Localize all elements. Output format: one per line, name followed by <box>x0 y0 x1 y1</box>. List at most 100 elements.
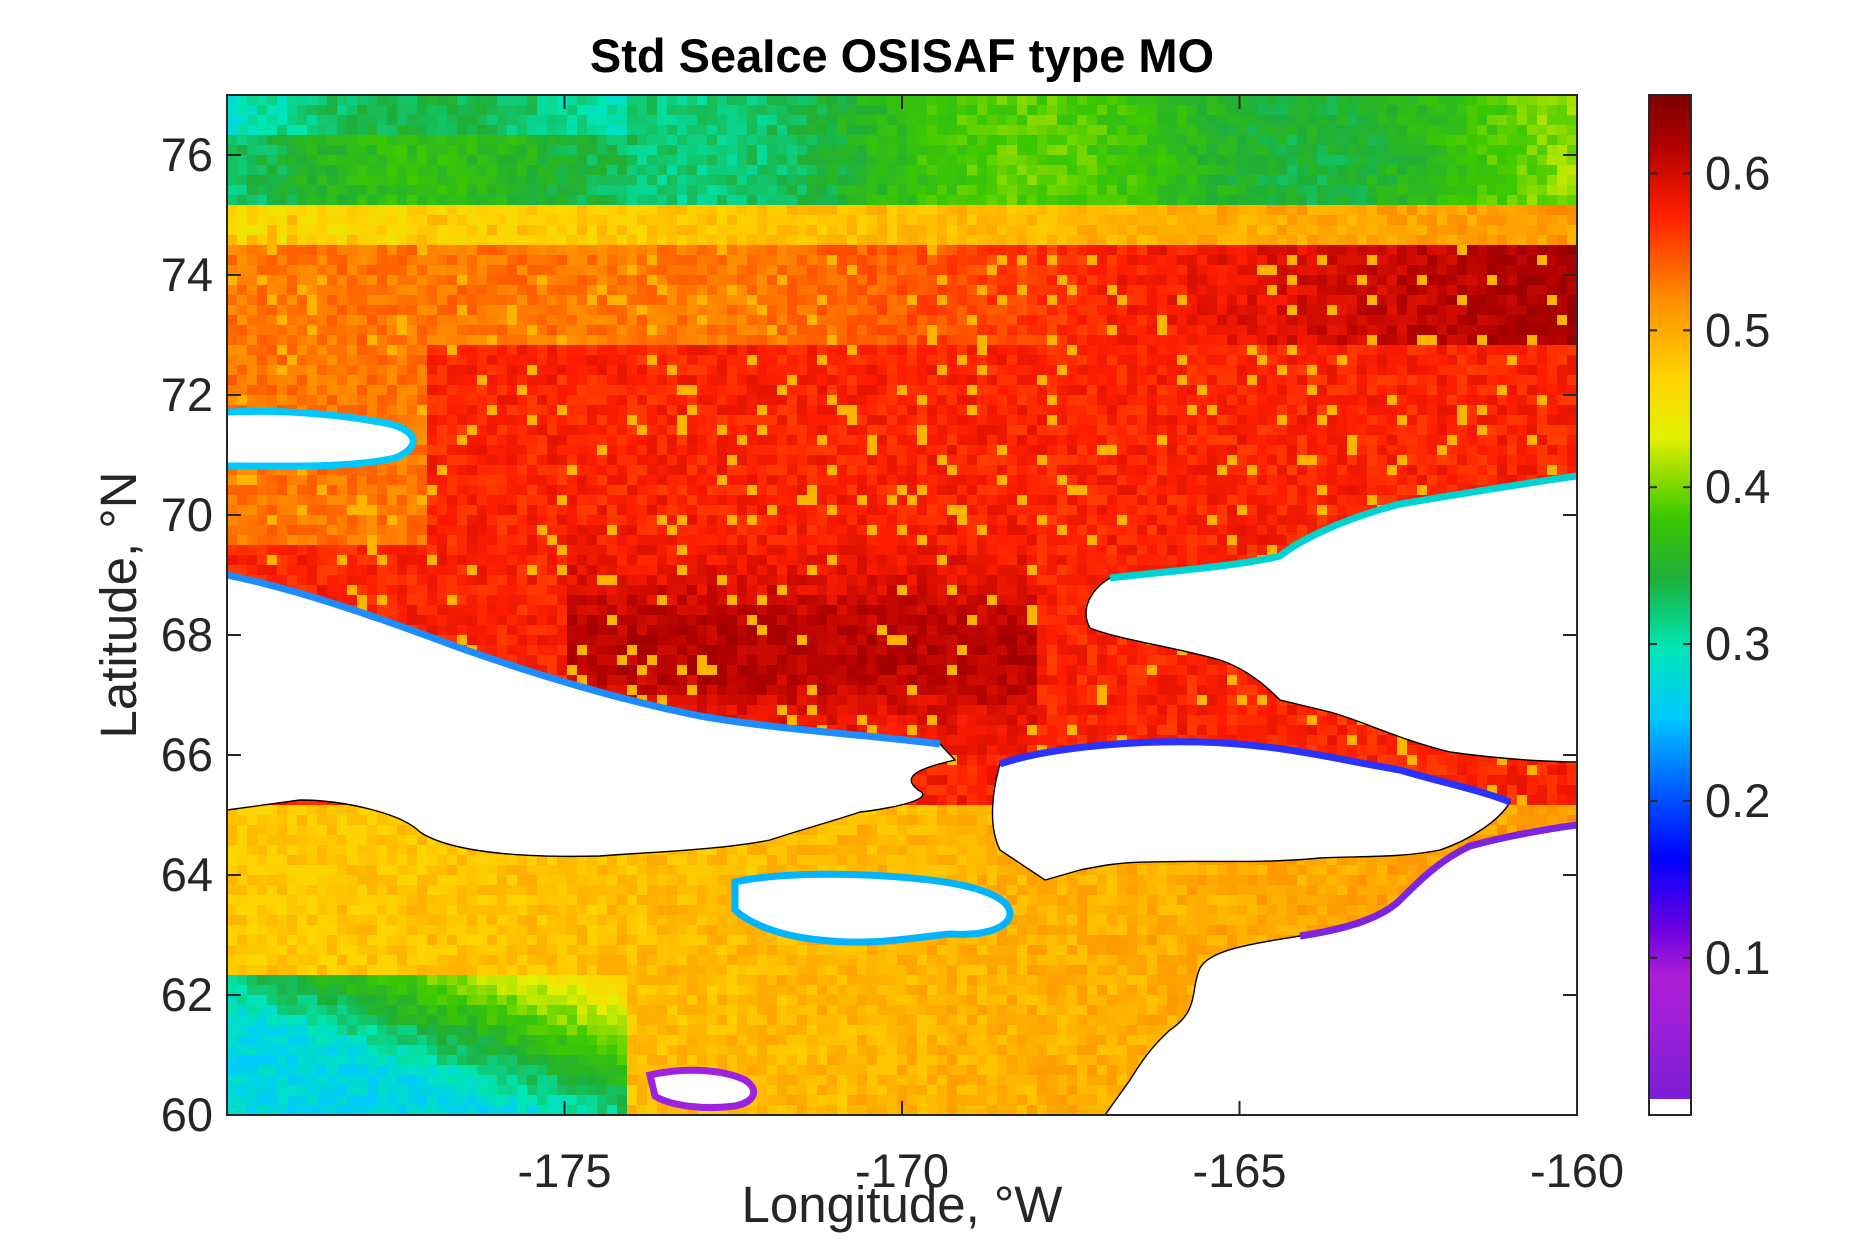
heatmap-cell <box>1357 235 1368 246</box>
heatmap-cell <box>1337 275 1348 286</box>
heatmap-cell <box>1257 375 1268 386</box>
heatmap-cell <box>907 335 918 346</box>
heatmap-cell <box>477 415 488 426</box>
heatmap-cell <box>1187 235 1198 246</box>
heatmap-cell <box>907 365 918 376</box>
heatmap-cell <box>377 385 388 396</box>
heatmap-cell <box>1417 455 1428 466</box>
heatmap-cell <box>1047 245 1058 256</box>
heatmap-cell <box>747 115 758 126</box>
heatmap-cell <box>1317 435 1328 446</box>
heatmap-cell <box>697 145 708 156</box>
heatmap-cell <box>1537 355 1548 366</box>
heatmap-cell <box>1397 255 1408 266</box>
heatmap-cell <box>1197 135 1208 146</box>
heatmap-cell <box>1177 195 1188 206</box>
heatmap-cell <box>1297 335 1308 346</box>
heatmap-cell <box>597 355 608 366</box>
heatmap-cell <box>1227 205 1238 216</box>
heatmap-cell <box>567 395 578 406</box>
heatmap-cell <box>607 395 618 406</box>
heatmap-cell <box>1327 245 1338 256</box>
heatmap-cell <box>967 355 978 366</box>
heatmap-cell <box>1177 355 1188 366</box>
heatmap-cell <box>1187 225 1198 236</box>
heatmap-cell <box>1437 375 1448 386</box>
heatmap-cell <box>277 165 288 176</box>
heatmap-cell <box>257 345 268 356</box>
heatmap-cell <box>1437 435 1448 446</box>
heatmap-cell <box>407 185 418 196</box>
heatmap-cell <box>1537 265 1548 276</box>
heatmap-cell <box>1437 325 1448 336</box>
heatmap-cell <box>977 295 988 306</box>
heatmap-cell <box>907 105 918 116</box>
heatmap-cell <box>837 125 848 136</box>
heatmap-cell <box>1087 245 1098 256</box>
heatmap-cell <box>867 445 878 456</box>
heatmap-cell <box>1487 275 1498 286</box>
heatmap-cell <box>1477 395 1488 406</box>
heatmap-cell <box>1547 455 1558 466</box>
heatmap-cell <box>567 125 578 136</box>
heatmap-cell <box>1117 195 1128 206</box>
heatmap-cell <box>1307 345 1318 356</box>
heatmap-cell <box>1407 175 1418 186</box>
heatmap-cell <box>437 225 448 236</box>
heatmap-cell <box>1257 315 1268 326</box>
heatmap-cell <box>727 305 738 316</box>
heatmap-cell <box>1177 205 1188 216</box>
heatmap-cell <box>817 315 828 326</box>
heatmap-cell <box>397 105 408 116</box>
heatmap-cell <box>1507 265 1518 276</box>
heatmap-cell <box>547 245 558 256</box>
heatmap-cell <box>277 105 288 116</box>
heatmap-cell <box>1437 455 1448 466</box>
heatmap-cell <box>1487 185 1498 196</box>
heatmap-cell <box>1157 165 1168 176</box>
heatmap-cell <box>707 285 718 296</box>
heatmap-cell <box>1447 185 1458 196</box>
heatmap-cell <box>417 345 428 356</box>
heatmap-cell <box>377 235 388 246</box>
heatmap-cell <box>1367 115 1378 126</box>
heatmap-cell <box>527 425 538 436</box>
heatmap-cell <box>1487 355 1498 366</box>
heatmap-cell <box>297 245 308 256</box>
heatmap-cell <box>957 395 968 406</box>
heatmap-cell <box>1117 235 1128 246</box>
heatmap-cell <box>1517 215 1528 226</box>
heatmap-cell <box>1387 305 1398 316</box>
heatmap-cell <box>357 405 368 416</box>
heatmap-cell <box>1197 255 1208 266</box>
heatmap-cell <box>1307 195 1318 206</box>
heatmap-cell <box>1357 435 1368 446</box>
heatmap-cell <box>737 415 748 426</box>
heatmap-cell <box>1467 435 1478 446</box>
heatmap-cell <box>1107 135 1118 146</box>
heatmap-cell <box>1177 185 1188 196</box>
heatmap-cell <box>617 435 628 446</box>
heatmap-cell <box>587 235 598 246</box>
heatmap-cell <box>707 315 718 326</box>
heatmap-cell <box>977 305 988 316</box>
heatmap-cell <box>577 145 588 156</box>
heatmap-cell <box>607 365 618 376</box>
heatmap-cell <box>1007 435 1018 446</box>
heatmap-cell <box>1437 175 1448 186</box>
heatmap-cell <box>1487 315 1498 326</box>
heatmap-cell <box>1557 435 1568 446</box>
heatmap-cell <box>437 255 448 266</box>
heatmap-cell <box>927 125 938 136</box>
heatmap-cell <box>397 125 408 136</box>
heatmap-cell <box>1427 95 1438 106</box>
heatmap-cell <box>497 255 508 266</box>
heatmap-cell <box>1257 245 1268 256</box>
heatmap-cell <box>857 425 868 436</box>
heatmap-cell <box>1277 175 1288 186</box>
heatmap-cell <box>1027 385 1038 396</box>
heatmap-cell <box>487 435 498 446</box>
heatmap-cell <box>1117 345 1128 356</box>
heatmap-cell <box>827 205 838 216</box>
heatmap-cell <box>957 145 968 156</box>
